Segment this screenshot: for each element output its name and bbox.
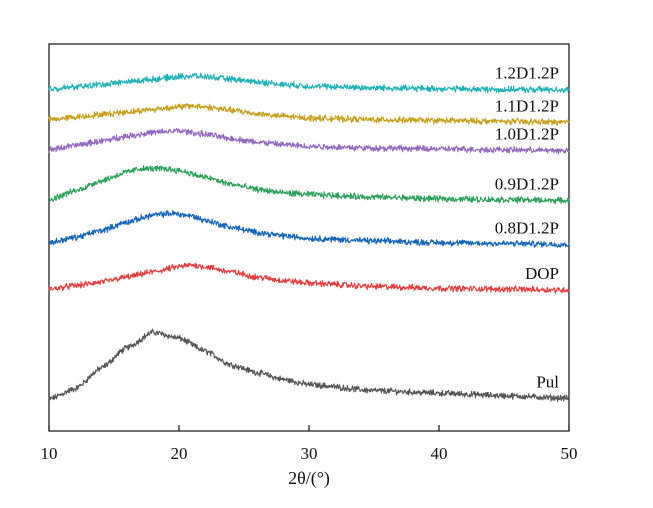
plot-frame [48,43,570,432]
x-tick-label: 20 [171,444,188,463]
x-tick-label: 50 [561,444,578,463]
x-axis-title: 2θ/(°) [288,468,330,489]
x-tick-label: 10 [41,444,58,463]
series-label: 1.0D1.2P [495,125,559,144]
x-tick-label: 30 [301,444,318,463]
series-line-0-8d1-2p [48,210,570,248]
x-tick-label: 40 [431,444,448,463]
series-line-1-1d1-2p [48,102,570,127]
series-label: 0.8D1.2P [495,218,559,237]
series-layer [48,72,570,403]
series-labels: Pul DOP 0.8D1.2P 0.9D1.2P 1.0D1.2P 1.1D1.2P 1.… [495,64,560,392]
series-line-dop [48,262,570,294]
x-axis: 10 20 30 40 50 [41,425,578,463]
series-line-1-2d1-2p [48,72,570,94]
series-label: DOP [525,264,559,283]
plot-border [48,43,570,432]
series-label: 1.1D1.2P [495,96,559,115]
series-label: 1.2D1.2P [495,64,559,83]
series-label: Pul [536,372,559,391]
series-line-pul [48,328,570,403]
series-label: 0.9D1.2P [495,175,559,194]
series-line-1-0d1-2p [48,127,570,155]
series-line-0-9d1-2p [48,164,570,205]
